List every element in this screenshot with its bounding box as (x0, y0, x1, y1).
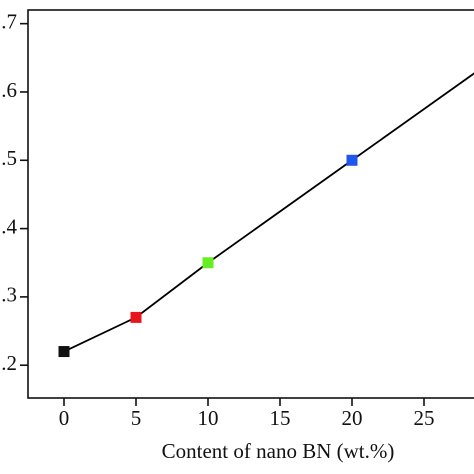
y-tick-label: .2 (1, 351, 17, 375)
y-tick-label: .3 (1, 283, 17, 307)
marker (58, 346, 70, 358)
y-tick-label: .7 (1, 9, 17, 33)
plot-area (58, 72, 474, 358)
x-tick-label: 0 (59, 406, 70, 430)
y-tick-label: .4 (1, 214, 17, 238)
x-tick-label: 25 (414, 406, 435, 430)
marker (346, 154, 358, 166)
data-line (63, 72, 474, 353)
marker (202, 257, 214, 269)
marker (130, 311, 142, 323)
x-axis-label: Content of nano BN (wt.%) (162, 439, 395, 463)
y-tick-label: .6 (1, 78, 17, 102)
x-tick-label: 15 (270, 406, 291, 430)
plot-frame (27, 9, 474, 399)
x-tick-label: 10 (198, 406, 219, 430)
y-tick-label: .5 (1, 146, 17, 170)
x-tick-label: 20 (342, 406, 363, 430)
x-tick-label: 5 (131, 406, 142, 430)
